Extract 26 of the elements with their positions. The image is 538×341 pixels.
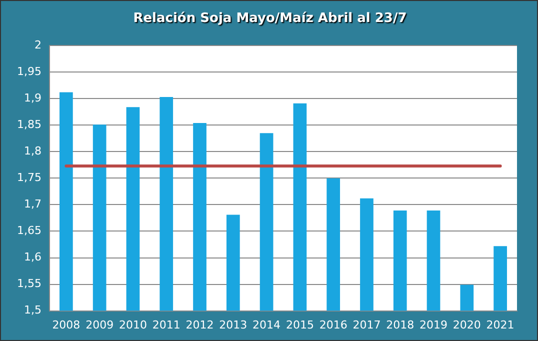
y-tick-label: 1,95 bbox=[16, 64, 42, 78]
y-tick-label: 1,9 bbox=[24, 92, 42, 104]
y-tick-label: 1,75 bbox=[16, 171, 42, 184]
y-tick-label: 1,55 bbox=[16, 277, 42, 290]
x-tick-label: 2016 bbox=[319, 318, 348, 332]
y-tick-label: 1,8 bbox=[24, 144, 42, 158]
x-tick-label: 2011 bbox=[152, 318, 180, 332]
x-tick-label: 2019 bbox=[420, 318, 448, 332]
y-tick-label: 1,6 bbox=[24, 250, 42, 264]
x-tick-label: 2009 bbox=[86, 318, 114, 332]
x-tick-label: 2010 bbox=[118, 318, 147, 332]
x-tick-label: 2015 bbox=[286, 318, 314, 332]
x-tick-label: 2018 bbox=[386, 318, 414, 332]
y-tick-label: 1,7 bbox=[24, 198, 42, 211]
y-tick-label: 1,85 bbox=[16, 118, 42, 132]
x-tick-label: 2020 bbox=[452, 318, 481, 332]
y-tick-label: 1,65 bbox=[16, 224, 42, 238]
x-tick-label: 2012 bbox=[186, 318, 214, 332]
x-tick-label: 2013 bbox=[219, 318, 248, 332]
chart-title: Relación Soja Mayo/Maíz Abril al 23/7 bbox=[132, 11, 408, 26]
x-tick-label: 2008 bbox=[52, 318, 80, 332]
y-tick-label: 1,5 bbox=[24, 304, 42, 317]
x-tick-label: 2017 bbox=[352, 318, 381, 332]
y-tick-label: 2 bbox=[34, 38, 42, 52]
x-tick-label: 2021 bbox=[486, 318, 514, 332]
x-tick-label: 2014 bbox=[252, 318, 281, 332]
